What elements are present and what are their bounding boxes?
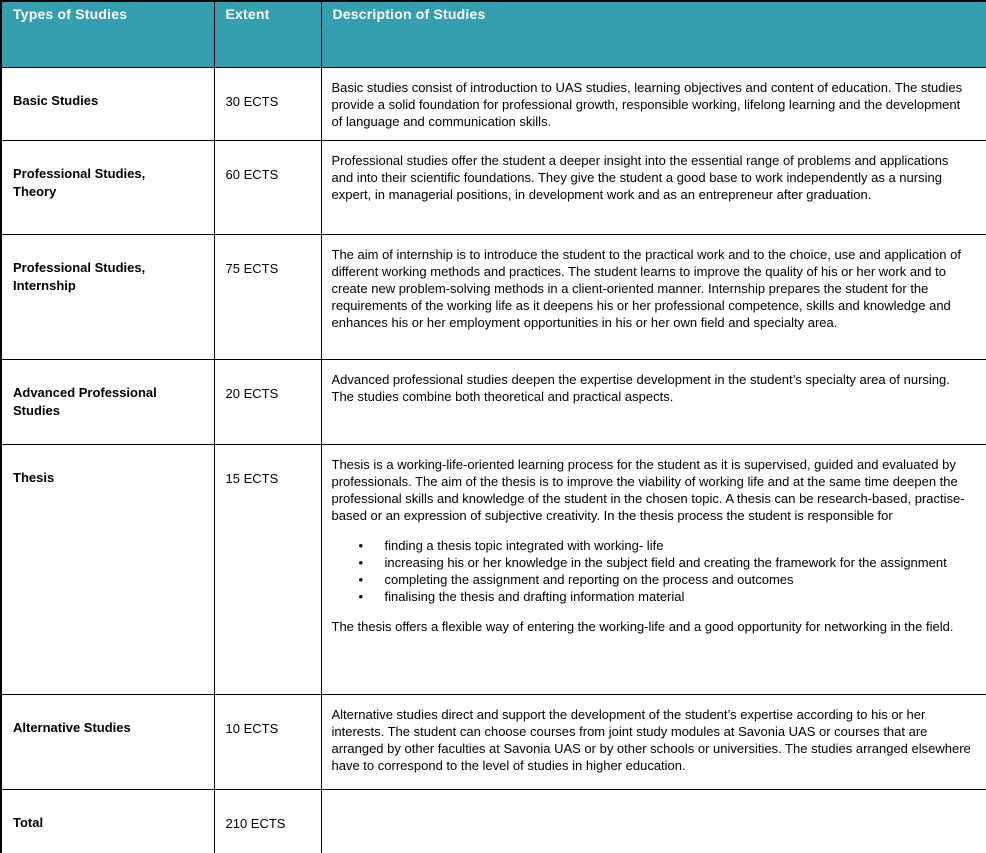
thesis-bullet-item: finding a thesis topic integrated with w…	[359, 537, 972, 554]
type-label: Alternative Studies	[0, 693, 215, 790]
row-total: Total 210 ECTS	[0, 788, 986, 853]
description-cell: Advanced professional studies deepen the…	[320, 358, 986, 445]
thesis-bullet-list: finding a thesis topic integrated with w…	[332, 537, 972, 605]
type-label: Professional Studies, Theory	[0, 139, 215, 235]
table-header-row: Types of Studies Extent Description of S…	[0, 0, 986, 68]
type-label: Total	[0, 788, 215, 853]
description-paragraph: Thesis is a working-life-oriented learni…	[331, 456, 965, 523]
row-alternative-studies: Alternative Studies 10 ECTS Alternative …	[0, 693, 986, 790]
extent-value: 20 ECTS	[213, 358, 322, 445]
extent-value: 60 ECTS	[213, 139, 322, 235]
type-label: Advanced Professional Studies	[0, 358, 215, 445]
row-thesis: Thesis 15 ECTS Thesis is a working-life-…	[0, 443, 986, 695]
description-paragraph: The thesis offers a flexible way of ente…	[331, 618, 954, 634]
thesis-bullet-item: increasing his or her knowledge in the s…	[359, 554, 972, 571]
row-advanced-professional-studies: Advanced Professional Studies 20 ECTS Ad…	[0, 358, 986, 445]
row-professional-studies-internship: Professional Studies, Internship 75 ECTS…	[0, 233, 986, 360]
description-paragraph: Alternative studies direct and support t…	[331, 706, 971, 773]
description-cell: Alternative studies direct and support t…	[320, 693, 986, 790]
type-label: Thesis	[0, 443, 215, 695]
extent-value: 15 ECTS	[213, 443, 322, 695]
thesis-bullet-item: finalising the thesis and drafting infor…	[359, 588, 972, 605]
description-cell	[320, 788, 986, 853]
type-label: Professional Studies, Internship	[0, 233, 215, 360]
description-paragraph: The aim of internship is to introduce th…	[331, 246, 961, 330]
extent-value: 75 ECTS	[213, 233, 322, 360]
row-basic-studies: Basic Studies 30 ECTS Basic studies cons…	[0, 66, 986, 141]
header-description-of-studies: Description of Studies	[320, 0, 986, 68]
row-professional-studies-theory: Professional Studies, Theory 60 ECTS Pro…	[0, 139, 986, 235]
extent-value: 210 ECTS	[213, 788, 322, 853]
type-label: Basic Studies	[0, 66, 215, 141]
header-extent: Extent	[213, 0, 322, 68]
description-cell: The aim of internship is to introduce th…	[320, 233, 986, 360]
header-types-of-studies: Types of Studies	[0, 0, 215, 68]
extent-value: 10 ECTS	[213, 693, 322, 790]
thesis-bullet-item: completing the assignment and reporting …	[359, 571, 972, 588]
description-cell: Thesis is a working-life-oriented learni…	[320, 443, 986, 695]
description-paragraph: Advanced professional studies deepen the…	[331, 371, 950, 404]
description-cell: Professional studies offer the student a…	[320, 139, 986, 235]
description-paragraph: Professional studies offer the student a…	[331, 152, 949, 202]
extent-value: 30 ECTS	[213, 66, 322, 141]
description-cell: Basic studies consist of introduction to…	[320, 66, 986, 141]
description-paragraph: Basic studies consist of introduction to…	[331, 79, 963, 129]
